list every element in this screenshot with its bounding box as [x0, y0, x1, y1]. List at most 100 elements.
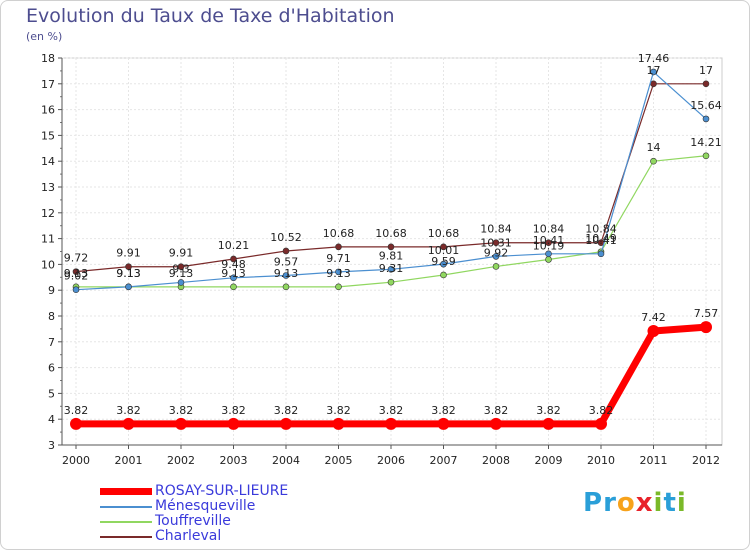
x-tick-label: 2003	[220, 454, 248, 467]
data-labels-layer: 3.82 3.82 3.82 3.82 3.82 3.82 3.82 3.82 3.82 3.82…	[64, 52, 722, 417]
x-tick-label: 2009	[535, 454, 563, 467]
legend-swatch-touffreville	[100, 521, 152, 523]
data-label: 3.82	[274, 404, 299, 417]
data-point	[492, 263, 500, 270]
data-point	[545, 256, 552, 263]
data-label: 9.13	[64, 267, 89, 280]
y-tick-label: 8	[48, 310, 55, 323]
data-label: 10.52	[270, 231, 302, 244]
x-tick-label: 2006	[377, 454, 405, 467]
legend-label-touffreville: Touffreville	[155, 513, 231, 529]
data-label: 9.48	[221, 258, 246, 271]
data-point	[387, 278, 395, 286]
data-point	[230, 283, 237, 291]
data-label: 3.82	[116, 404, 141, 417]
data-label: 3.82	[169, 404, 194, 417]
data-point	[702, 115, 710, 123]
data-point	[282, 283, 290, 291]
x-tick-label: 2002	[167, 454, 195, 467]
data-point	[335, 283, 342, 291]
data-point	[280, 417, 292, 430]
logo-letter: x	[635, 488, 654, 518]
data-label: 3.82	[326, 404, 351, 417]
y-tick-label: 9	[48, 284, 55, 297]
x-tick-label: 2012	[692, 454, 720, 467]
logo-letter: P	[583, 488, 604, 518]
data-label: 9.13	[326, 267, 351, 280]
data-label: 3.82	[379, 404, 404, 417]
data-point	[702, 152, 710, 160]
data-point	[492, 239, 500, 247]
legend-label-menesqueville: Ménesqueville	[155, 498, 256, 514]
data-label: 10.31	[480, 236, 512, 249]
data-point	[335, 268, 342, 276]
data-label: 10.68	[428, 227, 460, 240]
proxiti-logo: Proxiti	[583, 488, 687, 518]
data-point	[70, 417, 82, 430]
data-label: 10.68	[323, 227, 355, 240]
data-point	[490, 417, 502, 430]
data-label: 14	[647, 141, 661, 154]
data-label: 10.49	[585, 232, 617, 245]
data-point	[545, 250, 552, 258]
data-point	[230, 274, 237, 282]
legend-swatch-menesqueville	[100, 506, 152, 508]
data-point	[332, 417, 345, 430]
data-point	[72, 286, 80, 293]
data-point	[492, 253, 500, 260]
logo-letter: i	[653, 488, 664, 518]
chart-subtitle: (en %)	[26, 30, 63, 43]
y-tick-label: 6	[48, 362, 55, 375]
data-label: 10.41	[585, 234, 617, 247]
y-tick-label: 7	[48, 336, 55, 349]
data-point	[440, 260, 447, 268]
y-tick-label: 5	[48, 387, 55, 400]
data-label: 10.21	[218, 239, 250, 252]
data-label: 7.42	[641, 311, 666, 324]
y-tick-label: 4	[48, 413, 55, 426]
data-label: 10.84	[480, 223, 512, 236]
x-tick-label: 2001	[115, 454, 143, 467]
data-point	[387, 243, 395, 251]
data-point	[650, 80, 657, 88]
data-point	[122, 417, 135, 430]
y-tick-label: 11	[41, 233, 55, 246]
legend-label-rosay: ROSAY-SUR-LIEURE	[155, 483, 289, 499]
data-label: 9.59	[431, 255, 456, 268]
data-point	[597, 250, 605, 258]
data-label: 9.57	[274, 255, 299, 268]
y-tick-label: 13	[41, 181, 55, 194]
data-point	[125, 283, 132, 291]
data-label: 17.46	[638, 52, 670, 65]
data-point	[227, 417, 240, 430]
y-tick-label: 10	[41, 258, 55, 271]
y-tick-label: 14	[41, 155, 55, 168]
x-tick-label: 2005	[325, 454, 353, 467]
data-label: 10.01	[428, 244, 460, 257]
data-point	[230, 255, 237, 263]
y-tick-label: 15	[41, 129, 55, 142]
data-point	[385, 417, 397, 430]
data-label: 17	[647, 64, 661, 77]
data-point	[335, 243, 342, 251]
legend-label-charleval: Charleval	[155, 528, 222, 544]
y-tick-label: 12	[41, 207, 55, 220]
data-label: 3.82	[589, 404, 614, 417]
data-label: 9.13	[274, 267, 299, 280]
data-label: 10.68	[375, 227, 407, 240]
data-point	[177, 279, 185, 286]
data-label: 9.81	[379, 249, 404, 262]
data-point	[440, 271, 447, 279]
data-point	[595, 417, 607, 430]
data-label: 9.13	[116, 267, 141, 280]
logo-letter: i	[676, 488, 687, 518]
data-point	[440, 243, 447, 251]
legend-swatch-rosay	[100, 488, 152, 495]
data-label: 3.82	[536, 404, 561, 417]
data-label: 9.13	[169, 267, 194, 280]
data-label: 15.64	[690, 99, 722, 112]
data-point	[545, 239, 552, 247]
data-label: 9.92	[484, 246, 509, 259]
data-point	[650, 157, 657, 165]
